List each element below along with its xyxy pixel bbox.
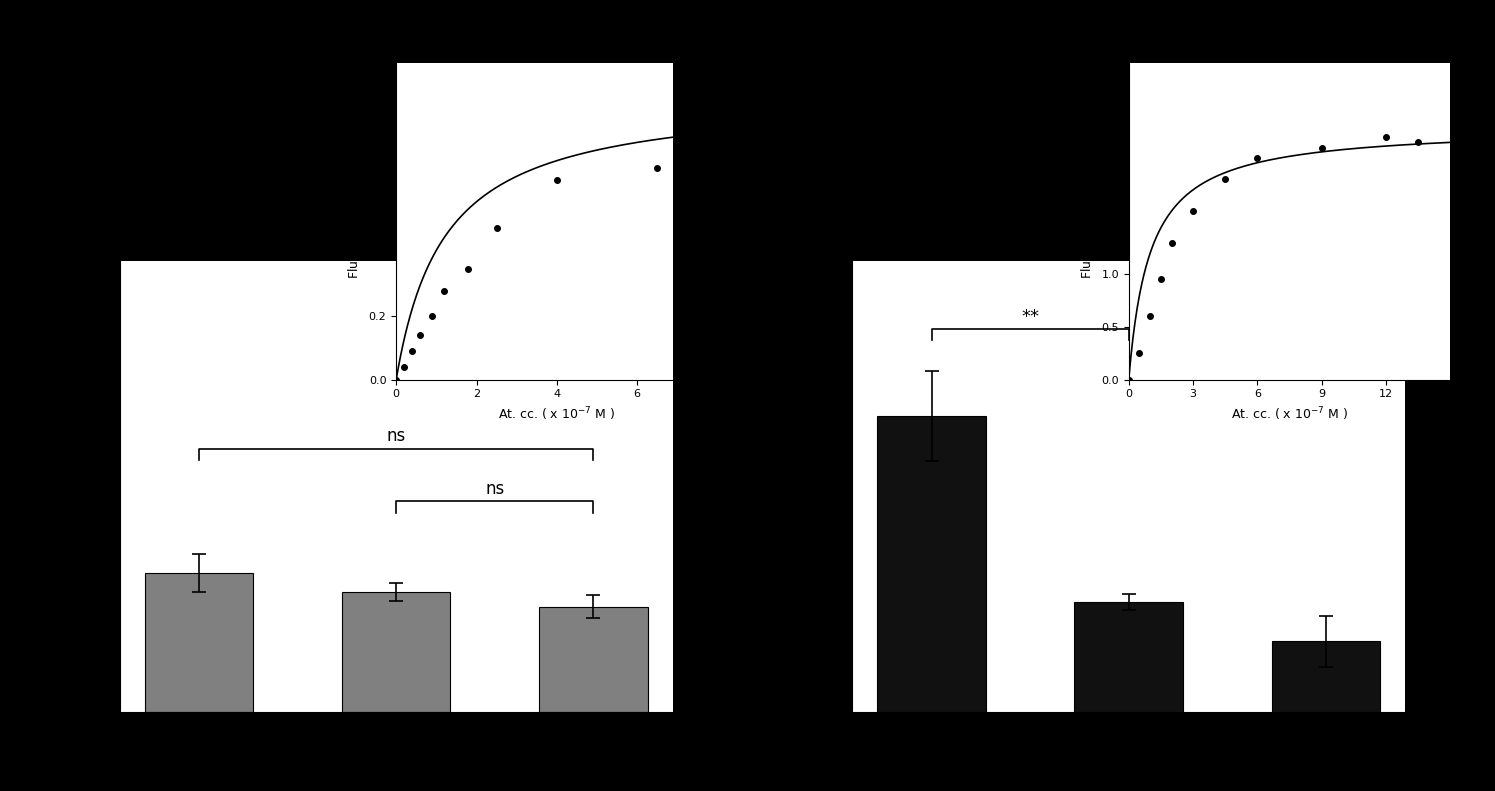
- Y-axis label: Fluor. int. ( x 10$^4$ ): Fluor. int. ( x 10$^4$ ): [1078, 164, 1096, 279]
- Bar: [540, 607, 647, 712]
- Text: B: B: [742, 243, 758, 263]
- Bar: [878, 416, 985, 712]
- Text: A: A: [9, 243, 27, 263]
- Text: ns: ns: [387, 427, 405, 445]
- Text: **: **: [1021, 308, 1039, 326]
- Y-axis label: Fluor. int. ( x 10$^4$ ): Fluor. int. ( x 10$^4$ ): [345, 164, 363, 279]
- X-axis label: At. cc. ( x 10$^{-7}$ M ): At. cc. ( x 10$^{-7}$ M ): [498, 405, 616, 422]
- Bar: [1075, 602, 1183, 712]
- Bar: [1272, 642, 1380, 712]
- Y-axis label: 15D3 K$_d$ ( x 10$^{-7}$ M ): 15D3 K$_d$ ( x 10$^{-7}$ M ): [804, 401, 827, 572]
- Text: ns: ns: [486, 479, 504, 498]
- Bar: [145, 573, 253, 712]
- Bar: [342, 592, 450, 712]
- X-axis label: At. cc. ( x 10$^{-7}$ M ): At. cc. ( x 10$^{-7}$ M ): [1230, 405, 1348, 422]
- Y-axis label: UIC2 K$_d$ ( x 10$^{-7}$ M ): UIC2 K$_d$ ( x 10$^{-7}$ M ): [72, 403, 94, 570]
